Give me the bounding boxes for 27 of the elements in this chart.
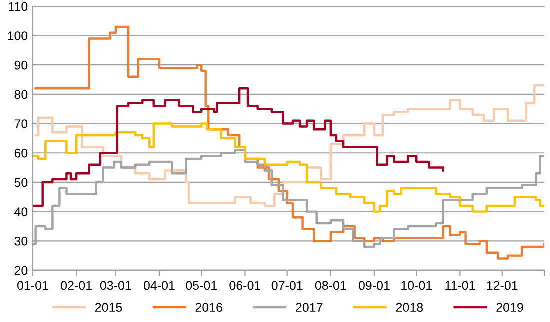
y-tick-label: 90 bbox=[14, 60, 28, 70]
legend-label: 2016 bbox=[196, 303, 222, 312]
x-tick-label: 12-01 bbox=[487, 281, 518, 290]
x-tick-label: 09-01 bbox=[358, 281, 390, 290]
x-tick-label: 01-01 bbox=[18, 281, 48, 290]
y-tick-label: 50 bbox=[14, 178, 28, 188]
x-tick-label: 11-01 bbox=[446, 281, 476, 290]
y-tick-label: 20 bbox=[14, 266, 28, 276]
y-tick-label: 70 bbox=[14, 120, 28, 128]
y-tick-label: 80 bbox=[14, 90, 28, 100]
x-tick-label: 05-01 bbox=[186, 281, 218, 290]
legend-label: 2017 bbox=[296, 303, 323, 312]
y-tick-label: 30 bbox=[14, 236, 28, 246]
y-tick-label: 100 bbox=[8, 32, 28, 40]
legend-label: 2018 bbox=[396, 303, 424, 312]
x-tick-label: 02-01 bbox=[61, 281, 92, 290]
x-tick-label: 06-01 bbox=[230, 281, 261, 290]
x-tick-label: 03-01 bbox=[100, 281, 132, 290]
y-tick-label: 40 bbox=[14, 208, 28, 216]
x-tick-label: 07-01 bbox=[272, 281, 303, 290]
legend-label: 2019 bbox=[496, 303, 524, 312]
y-tick-label: 110 bbox=[9, 2, 28, 12]
x-tick-label: 08-01 bbox=[315, 281, 346, 290]
legend-label: 2015 bbox=[95, 303, 122, 312]
x-tick-label: 04-01 bbox=[144, 281, 175, 290]
y-tick-label: 60 bbox=[14, 148, 28, 158]
x-tick-label: 10-01 bbox=[402, 281, 432, 290]
